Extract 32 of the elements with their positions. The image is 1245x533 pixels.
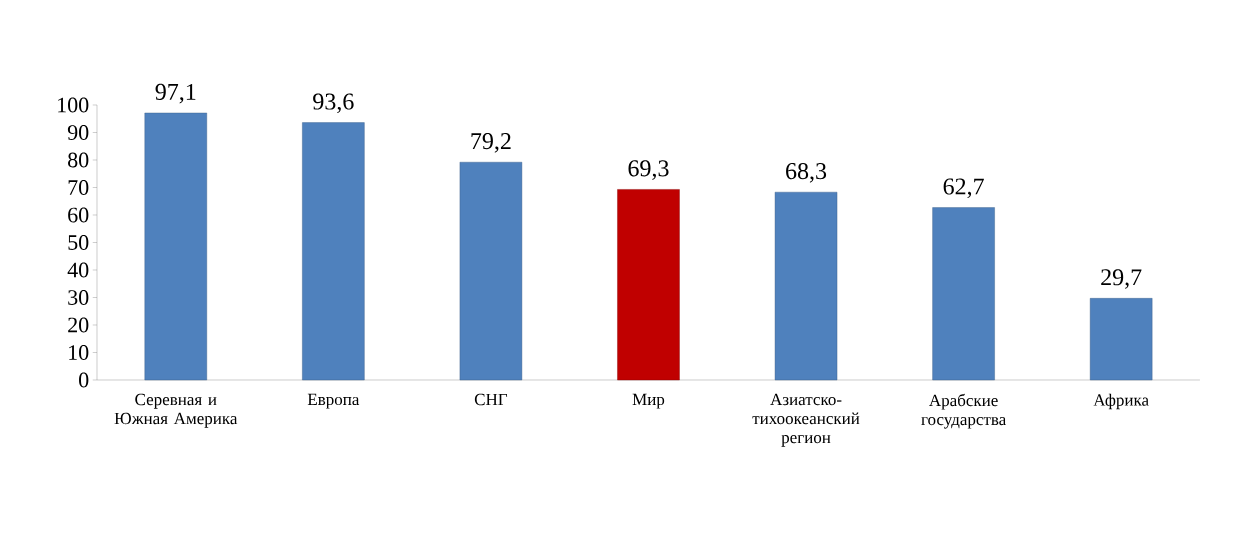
data-label: 29,7 bbox=[1101, 269, 1142, 289]
x-tick-label: Серевная и Южная Америка bbox=[114, 393, 238, 428]
y-tick-label: 0 bbox=[79, 372, 89, 388]
y-tick-label: 50 bbox=[68, 235, 89, 250]
y-tick-label: 30 bbox=[68, 290, 89, 305]
x-tick-label: Мир bbox=[632, 393, 665, 409]
data-label: 69,3 bbox=[628, 160, 669, 180]
y-tick-label: 60 bbox=[68, 207, 89, 223]
y-tick-label: 90 bbox=[67, 125, 89, 140]
y-tick-label: 80 bbox=[68, 152, 89, 168]
x-tick-label: Европа bbox=[307, 393, 360, 409]
bar bbox=[932, 207, 995, 381]
data-label: 79,2 bbox=[471, 133, 511, 153]
y-tick-label: 70 bbox=[68, 180, 89, 195]
y-tick-label: 40 bbox=[67, 262, 89, 278]
x-tick-label: Арабские государства bbox=[921, 393, 1006, 429]
data-label: 97,1 bbox=[155, 83, 196, 104]
x-tick-label: СНГ bbox=[474, 393, 508, 406]
y-tick-label: 20 bbox=[68, 317, 89, 333]
bar bbox=[302, 122, 365, 381]
bar bbox=[1089, 298, 1153, 381]
x-tick-label: Азиатско-тихоокеанский регион bbox=[752, 393, 860, 447]
y-tick-label: 100 bbox=[58, 97, 89, 113]
y-tick-label: 10 bbox=[69, 345, 89, 360]
bar bbox=[774, 191, 838, 381]
bar bbox=[459, 162, 523, 381]
data-label: 68,3 bbox=[786, 162, 827, 183]
data-label: 93,6 bbox=[313, 93, 354, 114]
x-tick-label: Африка bbox=[1093, 393, 1149, 410]
bar bbox=[144, 112, 207, 381]
bar bbox=[617, 189, 680, 381]
data-label: 62,7 bbox=[943, 178, 984, 199]
